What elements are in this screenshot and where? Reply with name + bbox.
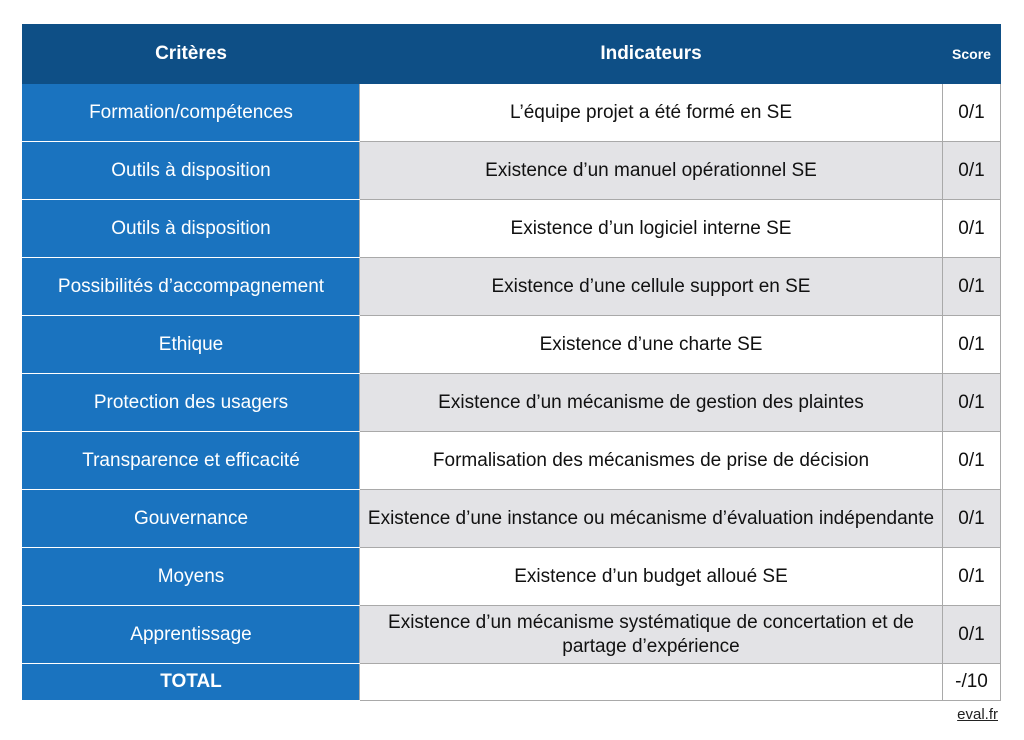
score-cell: 0/1 (942, 83, 1001, 142)
table-row: Moyens Existence d’un budget alloué SE 0… (22, 547, 1001, 606)
indicator-cell: Existence d’un logiciel interne SE (359, 199, 943, 258)
header-criteria: Critères (22, 24, 360, 84)
indicator-cell: Formalisation des mécanismes de prise de… (359, 431, 943, 490)
total-indicator-empty (359, 663, 943, 701)
criterion-cell: Outils à disposition (22, 199, 360, 258)
table-row: Outils à disposition Existence d’un logi… (22, 199, 1001, 258)
criterion-cell: Apprentissage (22, 605, 360, 664)
criterion-cell: Transparence et efficacité (22, 431, 360, 490)
score-cell: 0/1 (942, 605, 1001, 664)
indicator-cell: Existence d’un budget alloué SE (359, 547, 943, 606)
header-score: Score (942, 24, 1001, 84)
score-cell: 0/1 (942, 431, 1001, 490)
total-score: -/10 (942, 663, 1001, 701)
score-cell: 0/1 (942, 257, 1001, 316)
table-row: Gouvernance Existence d’une instance ou … (22, 489, 1001, 548)
header-indicators: Indicateurs (359, 24, 943, 84)
indicator-cell: Existence d’une cellule support en SE (359, 257, 943, 316)
table-row: Transparence et efficacité Formalisation… (22, 431, 1001, 490)
total-label: TOTAL (22, 663, 360, 701)
score-cell: 0/1 (942, 315, 1001, 374)
criterion-cell: Possibilités d’accompagnement (22, 257, 360, 316)
indicator-cell: Existence d’une instance ou mécanisme d’… (359, 489, 943, 548)
indicator-cell: Existence d’un mécanisme systématique de… (359, 605, 943, 664)
criterion-cell: Ethique (22, 315, 360, 374)
evaluation-table: Critères Indicateurs Score Formation/com… (22, 24, 1001, 701)
score-cell: 0/1 (942, 489, 1001, 548)
table-row: Formation/compétences L’équipe projet a … (22, 83, 1001, 142)
indicator-cell: Existence d’une charte SE (359, 315, 943, 374)
criterion-cell: Formation/compétences (22, 83, 360, 142)
indicator-cell: L’équipe projet a été formé en SE (359, 83, 943, 142)
criterion-cell: Protection des usagers (22, 373, 360, 432)
criterion-cell: Outils à disposition (22, 141, 360, 200)
table-row: Ethique Existence d’une charte SE 0/1 (22, 315, 1001, 374)
table-row: Protection des usagers Existence d’un mé… (22, 373, 1001, 432)
total-row: TOTAL -/10 (22, 663, 1001, 701)
criterion-cell: Moyens (22, 547, 360, 606)
score-cell: 0/1 (942, 547, 1001, 606)
table-row: Outils à disposition Existence d’un manu… (22, 141, 1001, 200)
header-row: Critères Indicateurs Score (22, 24, 1001, 84)
score-cell: 0/1 (942, 373, 1001, 432)
score-cell: 0/1 (942, 141, 1001, 200)
table-row: Possibilités d’accompagnement Existence … (22, 257, 1001, 316)
source-link[interactable]: eval.fr (957, 706, 998, 723)
score-cell: 0/1 (942, 199, 1001, 258)
indicator-cell: Existence d’un mécanisme de gestion des … (359, 373, 943, 432)
criterion-cell: Gouvernance (22, 489, 360, 548)
table-row: Apprentissage Existence d’un mécanisme s… (22, 605, 1001, 664)
indicator-cell: Existence d’un manuel opérationnel SE (359, 141, 943, 200)
